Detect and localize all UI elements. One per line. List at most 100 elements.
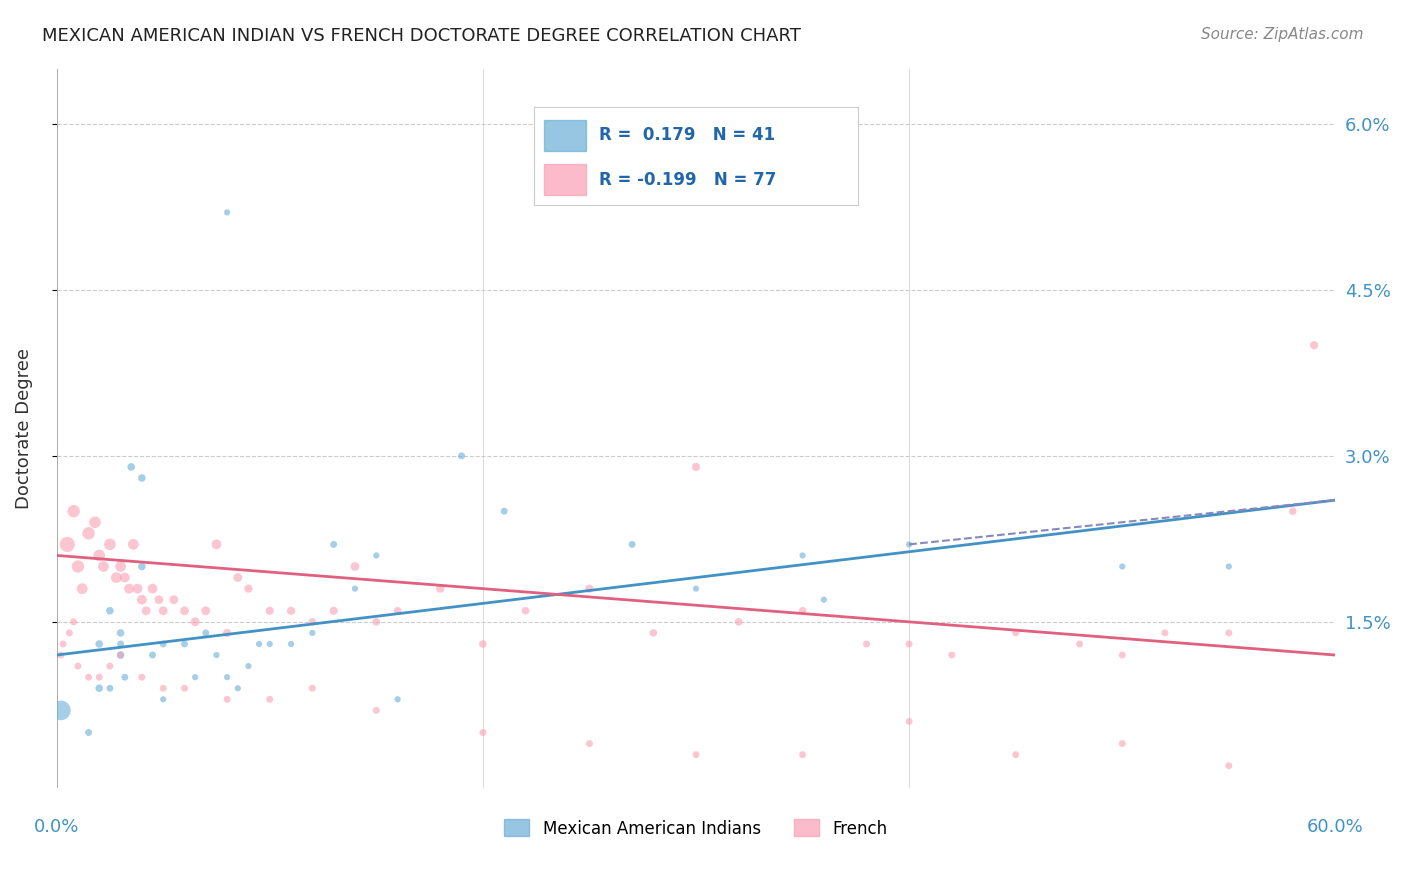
Point: [366, 703, 388, 717]
Point: [131, 471, 153, 485]
Point: [578, 582, 600, 596]
Point: [110, 559, 132, 574]
Point: [621, 537, 644, 551]
Point: [259, 637, 281, 651]
Point: [105, 571, 128, 585]
Point: [322, 604, 344, 618]
Point: [77, 725, 100, 739]
Point: [163, 592, 186, 607]
Point: [226, 571, 249, 585]
Point: [127, 582, 149, 596]
Point: [685, 459, 707, 474]
Point: [173, 604, 195, 618]
Point: [141, 582, 163, 596]
Point: [56, 537, 79, 551]
Point: [494, 504, 516, 518]
Point: [114, 571, 136, 585]
Point: [471, 637, 494, 651]
Point: [70, 582, 93, 596]
Point: [66, 659, 89, 673]
Point: [173, 637, 195, 651]
Point: [280, 637, 302, 651]
Point: [1111, 737, 1133, 751]
Point: [110, 648, 132, 662]
Point: [89, 637, 111, 651]
Point: [52, 637, 75, 651]
Point: [77, 526, 100, 541]
Point: [792, 604, 814, 618]
Point: [49, 703, 72, 717]
Point: [643, 626, 665, 640]
Point: [110, 637, 132, 651]
Point: [93, 559, 115, 574]
Point: [205, 537, 228, 551]
Point: [194, 626, 217, 640]
Point: [1303, 338, 1326, 352]
Point: [247, 637, 270, 651]
Point: [122, 537, 145, 551]
Point: [1111, 559, 1133, 574]
Point: [217, 670, 239, 684]
Point: [366, 615, 388, 629]
Point: [58, 626, 80, 640]
Point: [66, 559, 89, 574]
Point: [898, 637, 921, 651]
Point: [152, 692, 174, 706]
Point: [135, 604, 157, 618]
Point: [238, 659, 260, 673]
Point: [727, 615, 749, 629]
Bar: [544, 164, 586, 195]
Point: [148, 592, 170, 607]
Point: [98, 681, 121, 696]
Point: [322, 537, 344, 551]
Point: [301, 681, 323, 696]
Point: [131, 592, 153, 607]
Point: [89, 549, 111, 563]
Y-axis label: Doctorate Degree: Doctorate Degree: [15, 348, 32, 508]
Point: [1004, 747, 1026, 762]
Point: [343, 559, 366, 574]
Point: [685, 747, 707, 762]
Point: [450, 449, 472, 463]
Point: [238, 582, 260, 596]
Point: [259, 692, 281, 706]
Point: [387, 604, 409, 618]
Point: [62, 615, 84, 629]
Point: [62, 504, 84, 518]
Point: [1069, 637, 1091, 651]
Text: MEXICAN AMERICAN INDIAN VS FRENCH DOCTORATE DEGREE CORRELATION CHART: MEXICAN AMERICAN INDIAN VS FRENCH DOCTOR…: [42, 27, 801, 45]
Text: 60.0%: 60.0%: [1308, 818, 1364, 837]
Point: [280, 604, 302, 618]
Point: [387, 692, 409, 706]
Point: [152, 637, 174, 651]
Point: [471, 725, 494, 739]
Point: [120, 459, 142, 474]
Point: [194, 604, 217, 618]
Point: [855, 637, 877, 651]
Point: [1111, 648, 1133, 662]
Point: [217, 692, 239, 706]
Point: [941, 648, 963, 662]
Point: [301, 615, 323, 629]
Bar: [544, 120, 586, 151]
Point: [141, 648, 163, 662]
Point: [1218, 559, 1240, 574]
Text: 0.0%: 0.0%: [34, 818, 79, 837]
Point: [110, 648, 132, 662]
Point: [578, 737, 600, 751]
Point: [173, 681, 195, 696]
Point: [226, 681, 249, 696]
Point: [366, 549, 388, 563]
Point: [184, 670, 207, 684]
Point: [259, 604, 281, 618]
Point: [792, 549, 814, 563]
Point: [114, 670, 136, 684]
Point: [98, 659, 121, 673]
Point: [84, 515, 107, 529]
Point: [898, 537, 921, 551]
Point: [184, 615, 207, 629]
Point: [110, 626, 132, 640]
Point: [301, 626, 323, 640]
Point: [217, 626, 239, 640]
Point: [152, 604, 174, 618]
